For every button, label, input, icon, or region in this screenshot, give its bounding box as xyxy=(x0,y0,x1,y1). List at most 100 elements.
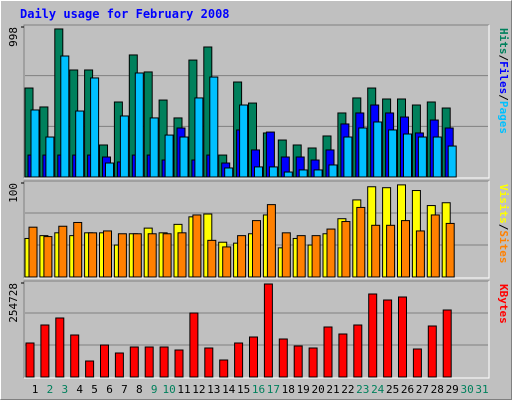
bar xyxy=(209,76,219,178)
bar xyxy=(103,230,112,278)
bar xyxy=(432,136,442,178)
bar xyxy=(383,299,393,378)
bar xyxy=(204,347,214,378)
legend-entry: Pages xyxy=(497,101,510,134)
bar xyxy=(341,221,351,278)
bar xyxy=(164,134,174,178)
bar xyxy=(40,324,50,378)
bar xyxy=(159,346,169,378)
bar xyxy=(75,110,85,178)
x-tick-label: 16 xyxy=(252,383,265,396)
bar xyxy=(388,129,398,178)
chart-title: Daily usage for February 2008 xyxy=(20,7,230,21)
bar xyxy=(105,162,114,178)
bar xyxy=(234,342,244,378)
legend-entry: Sites xyxy=(497,230,510,263)
bar xyxy=(114,352,124,378)
bar xyxy=(239,104,249,178)
legend-entry: Hits xyxy=(497,28,510,55)
bar xyxy=(278,338,288,378)
bar xyxy=(308,347,318,378)
panel-bevel xyxy=(24,281,490,379)
bar xyxy=(207,239,217,278)
bar xyxy=(398,296,407,378)
bar xyxy=(162,233,172,278)
bar xyxy=(30,109,40,178)
bar xyxy=(415,230,425,278)
bar xyxy=(219,359,229,378)
bar xyxy=(132,233,142,278)
x-tick-label: 1 xyxy=(32,383,39,396)
bar xyxy=(427,325,437,378)
bar xyxy=(252,220,261,278)
bar xyxy=(266,204,276,278)
bar xyxy=(368,293,378,378)
x-tick-label: 28 xyxy=(431,383,444,396)
bar xyxy=(25,342,35,378)
bar xyxy=(174,349,184,378)
bar xyxy=(283,171,293,178)
x-tick-label: 3 xyxy=(61,383,68,396)
legend-entry: KBytes xyxy=(497,284,510,324)
x-tick-label: 15 xyxy=(237,383,250,396)
x-tick-label: 6 xyxy=(106,383,113,396)
bar xyxy=(371,224,381,278)
bar xyxy=(343,136,353,178)
bar xyxy=(293,345,303,378)
x-tick-label: 13 xyxy=(207,383,220,396)
bar xyxy=(281,232,291,278)
bar xyxy=(263,283,273,378)
x-tick-label: 25 xyxy=(386,383,399,396)
x-tick-label: 10 xyxy=(162,383,175,396)
bar xyxy=(58,225,68,278)
bar xyxy=(119,115,129,178)
bar xyxy=(358,127,368,178)
x-tick-label: 30 xyxy=(460,383,473,396)
y-tick-label: 100 xyxy=(7,183,20,203)
bar xyxy=(55,317,65,378)
x-tick-label: 12 xyxy=(192,383,205,396)
bar xyxy=(222,246,232,278)
bar xyxy=(28,226,38,278)
legend: Hits/Files/Pages xyxy=(497,28,510,134)
bar xyxy=(430,214,440,278)
bar xyxy=(224,167,234,178)
bar xyxy=(412,348,422,378)
panel-bevel xyxy=(23,180,489,278)
panel-bevel xyxy=(23,24,489,178)
bar xyxy=(43,236,53,278)
y-tick-label: 254728 xyxy=(7,283,20,323)
bar xyxy=(338,333,348,378)
bar xyxy=(417,136,427,178)
bar xyxy=(85,360,95,378)
legend-separator: / xyxy=(497,224,510,231)
x-tick-label: 23 xyxy=(356,383,369,396)
bar xyxy=(70,334,80,378)
bar xyxy=(45,136,55,178)
bar xyxy=(192,214,202,278)
bar xyxy=(237,235,247,278)
x-tick-label: 4 xyxy=(76,383,83,396)
legend-entry: Visits xyxy=(497,184,510,224)
x-tick-label: 11 xyxy=(177,383,190,396)
bar xyxy=(149,117,159,178)
x-tick-label: 17 xyxy=(267,383,280,396)
x-tick-label: 26 xyxy=(401,383,414,396)
bar xyxy=(328,164,338,178)
bar xyxy=(311,235,321,278)
bar xyxy=(445,222,455,278)
bar xyxy=(60,55,70,178)
bar xyxy=(147,233,157,278)
bar xyxy=(373,121,383,178)
bar xyxy=(73,221,83,278)
x-tick-label: 5 xyxy=(91,383,98,396)
bar xyxy=(313,169,323,178)
bar xyxy=(90,77,100,178)
bar xyxy=(403,133,412,178)
bar xyxy=(442,309,452,378)
bar xyxy=(144,346,154,378)
bar xyxy=(298,169,308,178)
